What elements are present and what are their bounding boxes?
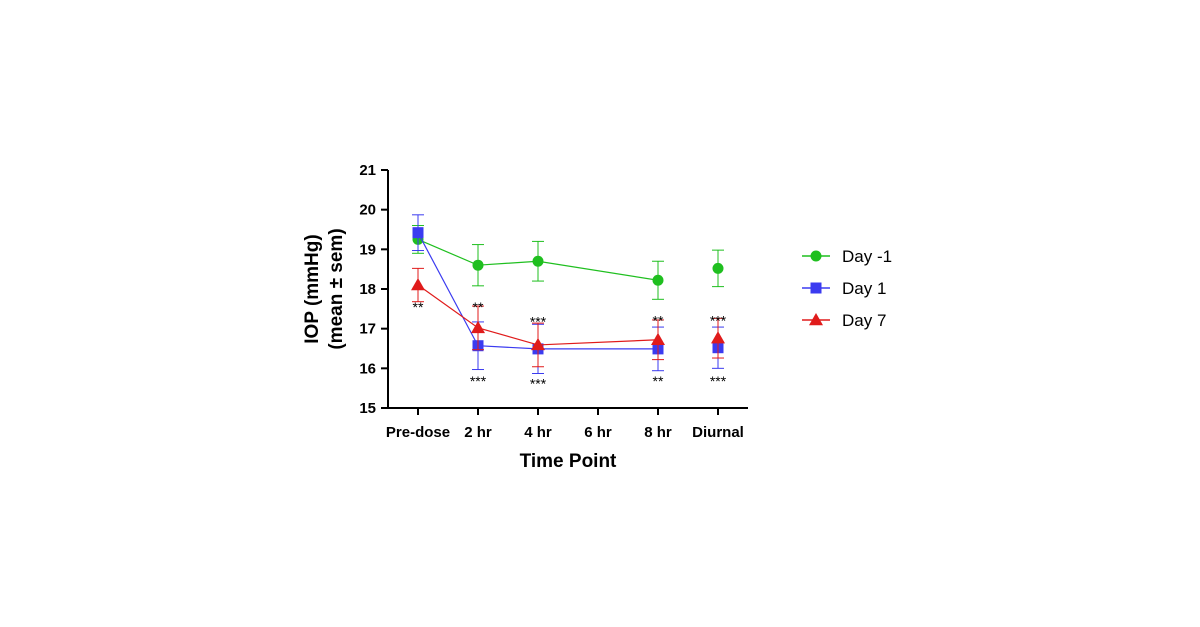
series-day-1 <box>412 214 724 374</box>
significance-label: *** <box>710 373 727 389</box>
data-point <box>711 331 725 344</box>
data-point <box>471 320 485 334</box>
significance-label: ** <box>653 313 664 329</box>
significance-label: ** <box>653 373 664 389</box>
x-tick-label: 8 hr <box>644 424 672 441</box>
series-line <box>417 232 658 350</box>
data-point <box>531 337 545 351</box>
legend: Day -1 Day 1 Day 7 <box>802 247 892 330</box>
x-tick-label: 2 hr <box>464 424 492 441</box>
data-point <box>472 259 484 271</box>
significance-label: *** <box>710 313 727 329</box>
x-tick-label: Diurnal <box>692 424 744 441</box>
x-tick-label: 4 hr <box>524 424 552 441</box>
data-point <box>412 227 424 239</box>
y-tick-label: 18 <box>359 281 376 298</box>
data-point <box>532 255 544 267</box>
data-point <box>712 262 724 274</box>
data-point <box>652 274 664 286</box>
data-point <box>651 332 665 346</box>
y-tick-label: 15 <box>359 400 376 417</box>
y-axis-title-line: IOP (mmHg) <box>302 234 323 343</box>
legend-item: Day 1 <box>802 279 886 298</box>
legend-item: Day -1 <box>802 247 892 266</box>
x-tick-label: 6 hr <box>584 424 612 441</box>
legend-marker <box>810 250 822 262</box>
series-line <box>417 238 659 281</box>
significance-annotations: ** ********************* <box>413 299 727 392</box>
y-tick-label: 20 <box>359 202 376 219</box>
significance-label: *** <box>530 314 547 330</box>
x-tick-label: Pre-dose <box>386 424 450 441</box>
x-axis-title: Time Point <box>520 451 617 472</box>
series-day-7 <box>411 267 725 368</box>
significance-label: ** <box>413 299 424 315</box>
legend-item: Day 7 <box>802 311 886 330</box>
y-tick-label: 16 <box>359 360 376 377</box>
significance-label: *** <box>530 375 547 391</box>
y-tick-label: 21 <box>359 162 376 179</box>
legend-label: Day -1 <box>842 247 892 266</box>
legend-label: Day 7 <box>842 311 886 330</box>
axes: 15 16 17 18 19 20 21 Pre-dose 2 hr 4 hr 6 hr 8 hr Di… <box>302 162 748 472</box>
legend-marker <box>809 313 823 326</box>
y-tick-label: 19 <box>359 241 376 258</box>
y-axis-title-line: (mean ± sem) <box>326 228 347 349</box>
series-layer <box>411 214 725 374</box>
series-line <box>417 284 659 346</box>
legend-label: Day 1 <box>842 279 886 298</box>
significance-label: ** <box>473 299 484 315</box>
y-tick-label: 17 <box>359 321 376 338</box>
significance-label: *** <box>470 373 487 389</box>
data-point <box>411 278 425 291</box>
legend-marker <box>810 282 822 294</box>
series-day-1 <box>412 225 724 300</box>
